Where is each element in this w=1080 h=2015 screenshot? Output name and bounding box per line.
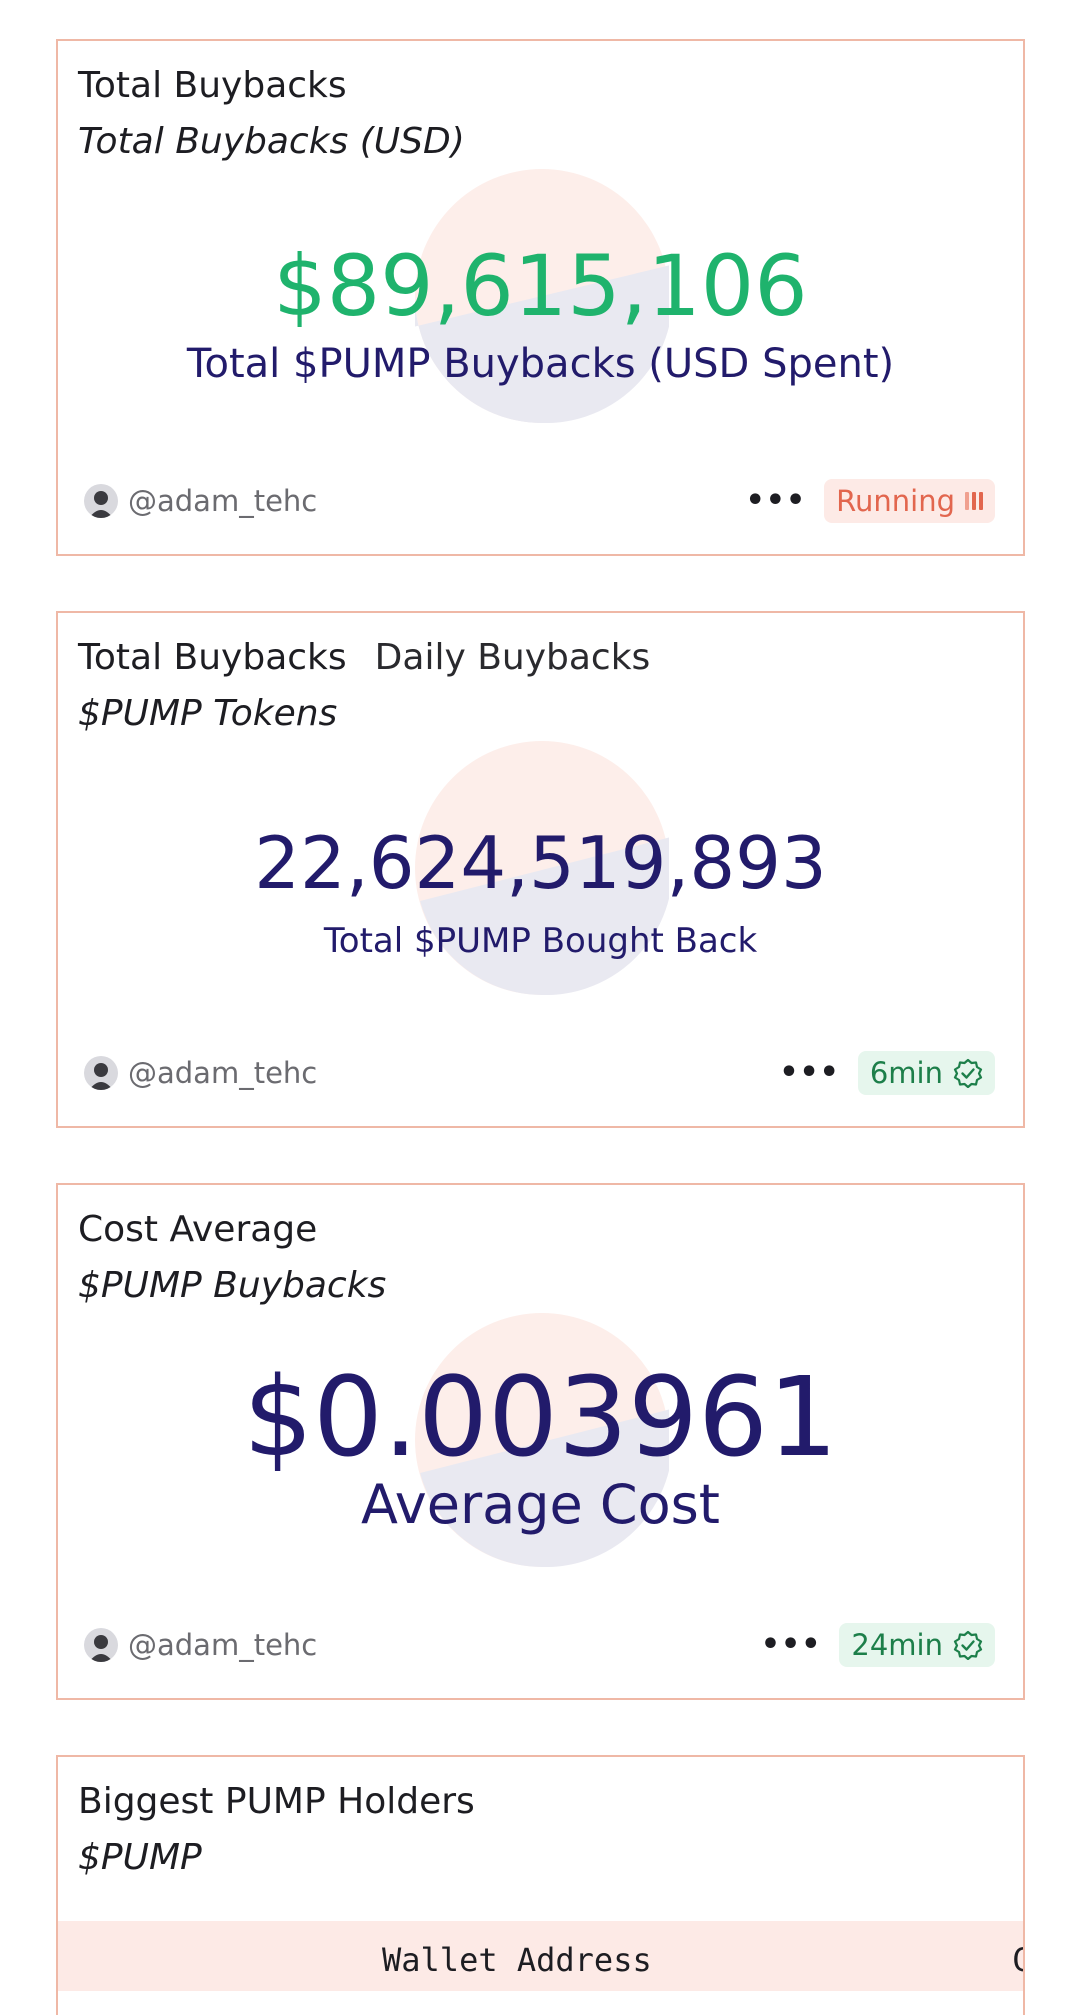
column-header-next[interactable]: C: [1012, 1941, 1023, 1979]
logo-watermark-icon: [415, 741, 669, 995]
verified-check-icon: [953, 1630, 983, 1660]
card-subtitle: $PUMP Buybacks: [78, 1265, 387, 1306]
card-footer: @adam_tehc ••• 6min: [78, 1050, 995, 1096]
counter-label: Total $PUMP Bought Back: [323, 921, 758, 961]
tab-total-buybacks[interactable]: Total Buybacks: [78, 637, 347, 678]
card-subtitle: $PUMP: [78, 1837, 202, 1878]
user-avatar-icon[interactable]: [84, 1628, 118, 1662]
card-subtitle: $PUMP Tokens: [78, 693, 338, 734]
more-dots-icon[interactable]: •••: [745, 483, 807, 518]
card-title-text: Cost Average: [78, 1209, 318, 1250]
counter-label: Average Cost: [361, 1473, 720, 1536]
table-header: Wallet Address C: [58, 1921, 1023, 1991]
table-card-biggest-holders: Biggest PUMP Holders $PUMP Wallet Addres…: [56, 1755, 1025, 2015]
card-subtitle: Total Buybacks (USD): [78, 121, 465, 162]
author-link[interactable]: @adam_tehc: [128, 1628, 318, 1662]
tab-daily-buybacks[interactable]: Daily Buybacks: [374, 637, 651, 678]
card-title: Total Buybacks Daily Buybacks: [78, 637, 650, 678]
counter-card-cost-average: Cost Average $PUMP Buybacks $0.003961 Av…: [56, 1183, 1025, 1700]
status-badge: Running: [824, 479, 995, 523]
card-title: Biggest PUMP Holders: [78, 1781, 475, 1822]
counter-label: Total $PUMP Buybacks (USD Spent): [186, 341, 895, 387]
status-badge: 24min: [839, 1623, 995, 1667]
counter-card-total-buybacks-tokens: Total Buybacks Daily Buybacks $PUMP Toke…: [56, 611, 1025, 1128]
counter-value: 22,624,519,893: [254, 821, 827, 905]
more-dots-icon[interactable]: •••: [760, 1627, 822, 1662]
counter-value: $89,615,106: [273, 237, 808, 335]
card-title: Total Buybacks: [78, 65, 347, 106]
counter-value: $0.003961: [243, 1353, 838, 1481]
card-title-text: Biggest PUMP Holders: [78, 1781, 475, 1822]
card-title-text: Total Buybacks: [78, 65, 347, 106]
card-footer: @adam_tehc ••• Running: [78, 478, 995, 524]
logo-watermark-icon: [415, 1313, 669, 1567]
card-title: Cost Average: [78, 1209, 317, 1250]
more-dots-icon[interactable]: •••: [779, 1055, 840, 1090]
user-avatar-icon[interactable]: [84, 1056, 118, 1090]
status-text: 6min: [869, 1056, 943, 1090]
status-badge: 6min: [857, 1051, 995, 1095]
column-header-wallet-address[interactable]: Wallet Address: [382, 1941, 652, 1979]
author-link[interactable]: @adam_tehc: [128, 1056, 318, 1090]
author-link[interactable]: @adam_tehc: [128, 484, 318, 518]
user-avatar-icon[interactable]: [84, 484, 118, 518]
status-text: Running: [836, 484, 955, 518]
running-bars-icon: [965, 492, 983, 510]
verified-check-icon: [953, 1058, 983, 1088]
counter-card-total-buybacks-usd: Total Buybacks Total Buybacks (USD) $89,…: [56, 39, 1025, 556]
card-footer: @adam_tehc ••• 24min: [78, 1622, 995, 1668]
status-text: 24min: [851, 1628, 943, 1662]
logo-watermark-icon: [415, 169, 669, 423]
